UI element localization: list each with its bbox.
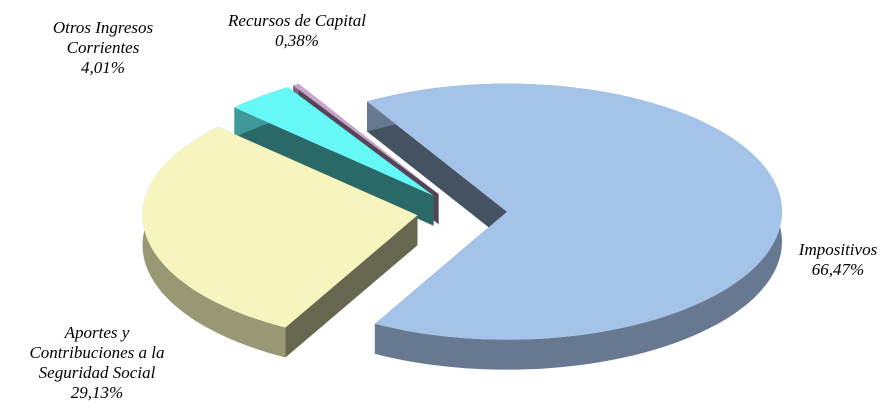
value-label: 66,47% (811, 260, 865, 279)
category-label: Recursos de Capital (228, 11, 366, 30)
slice (142, 127, 418, 328)
slice-label: Otros Ingresos Corrientes 4,01% (36, 18, 171, 78)
value-label: 29,13% (70, 383, 124, 402)
slice-side (367, 101, 507, 242)
slice (367, 83, 782, 340)
category-label: Otros Ingresos Corrientes (52, 18, 154, 57)
category-label: Aportes y Contribuciones a la Seguridad … (29, 323, 165, 382)
value-label: 4,01% (81, 58, 125, 77)
slice (234, 87, 434, 196)
slice-side (234, 107, 434, 226)
slice-side (285, 215, 418, 358)
slice-label: Impositivos 66,47% (768, 240, 895, 280)
slice-rim (142, 127, 286, 358)
category-label: Impositivos (798, 240, 878, 259)
slice-label: Recursos de Capital 0,38% (197, 11, 397, 51)
value-label: 0,38% (275, 31, 319, 50)
slice-label: Aportes y Contribuciones a la Seguridad … (11, 323, 183, 403)
slice (293, 83, 439, 195)
